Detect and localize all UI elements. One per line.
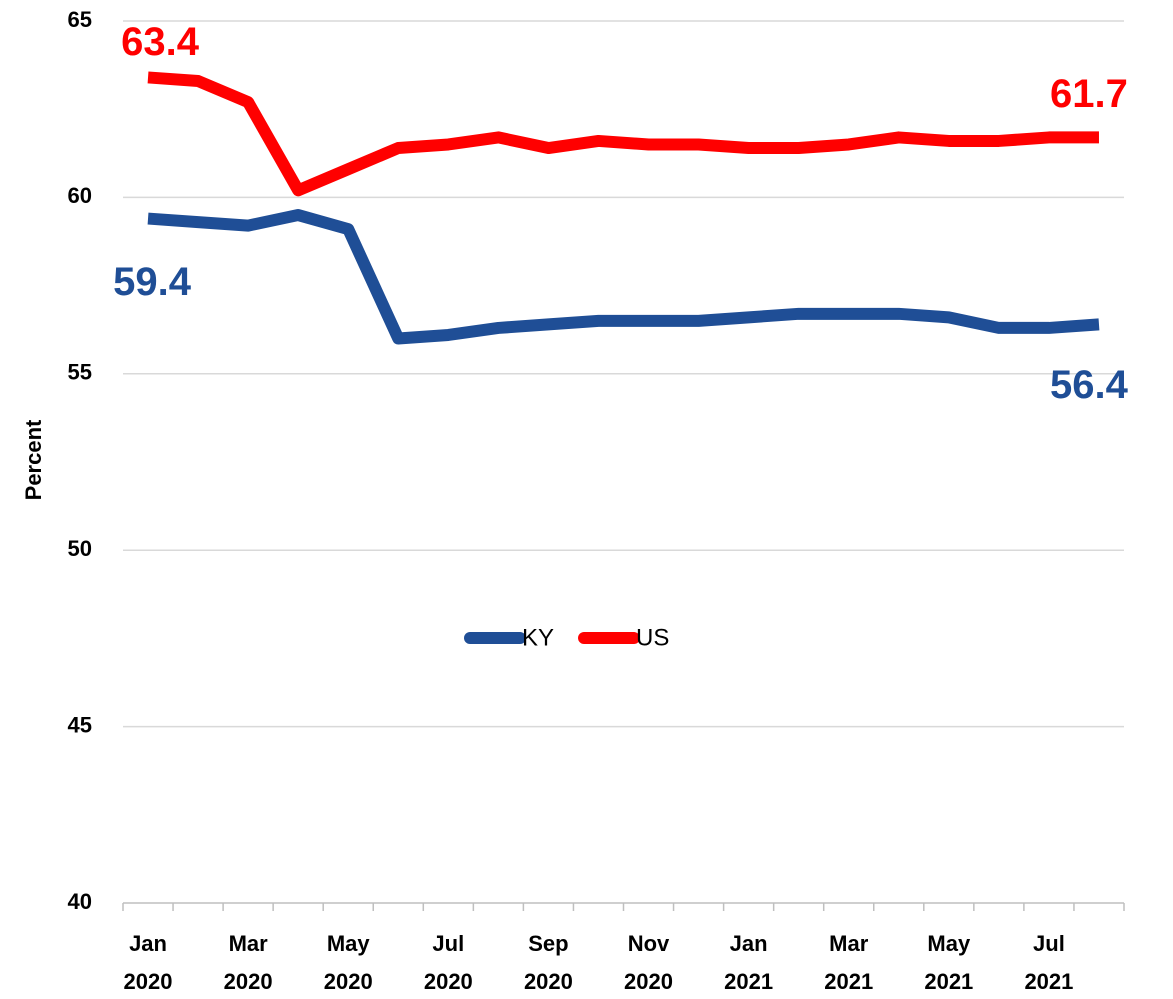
y-axis-label: Percent bbox=[21, 419, 46, 500]
x-tick-label: Mar 2021 bbox=[824, 931, 873, 994]
y-tick-label: 55 bbox=[68, 360, 92, 385]
legend-label: US bbox=[636, 624, 669, 651]
x-tick-label: Jul 2020 bbox=[424, 931, 473, 994]
x-tick-label: Jul 2021 bbox=[1024, 931, 1073, 994]
x-tick-label: Nov 2020 bbox=[624, 931, 673, 994]
data-label: 63.4 bbox=[121, 20, 200, 64]
x-tick-label: Jan 2020 bbox=[124, 931, 173, 994]
y-tick-label: 45 bbox=[68, 712, 92, 737]
data-label: 61.7 bbox=[1050, 72, 1128, 116]
x-tick-label: Mar 2020 bbox=[224, 931, 273, 994]
data-label: 56.4 bbox=[1050, 363, 1129, 407]
y-tick-label: 65 bbox=[68, 7, 92, 32]
x-tick-label: May 2021 bbox=[924, 931, 973, 994]
line-us bbox=[147, 71, 1099, 197]
line-ky bbox=[147, 209, 1100, 345]
legend-label: KY bbox=[522, 624, 554, 651]
data-label: 59.4 bbox=[113, 260, 192, 304]
x-tick-label: Sep 2020 bbox=[524, 931, 573, 994]
y-tick-label: 60 bbox=[68, 183, 92, 208]
y-tick-label: 50 bbox=[68, 536, 92, 561]
y-tick-label: 40 bbox=[68, 889, 92, 914]
x-tick-label: May 2020 bbox=[324, 931, 373, 994]
x-tick-label: Jan 2021 bbox=[724, 931, 773, 994]
